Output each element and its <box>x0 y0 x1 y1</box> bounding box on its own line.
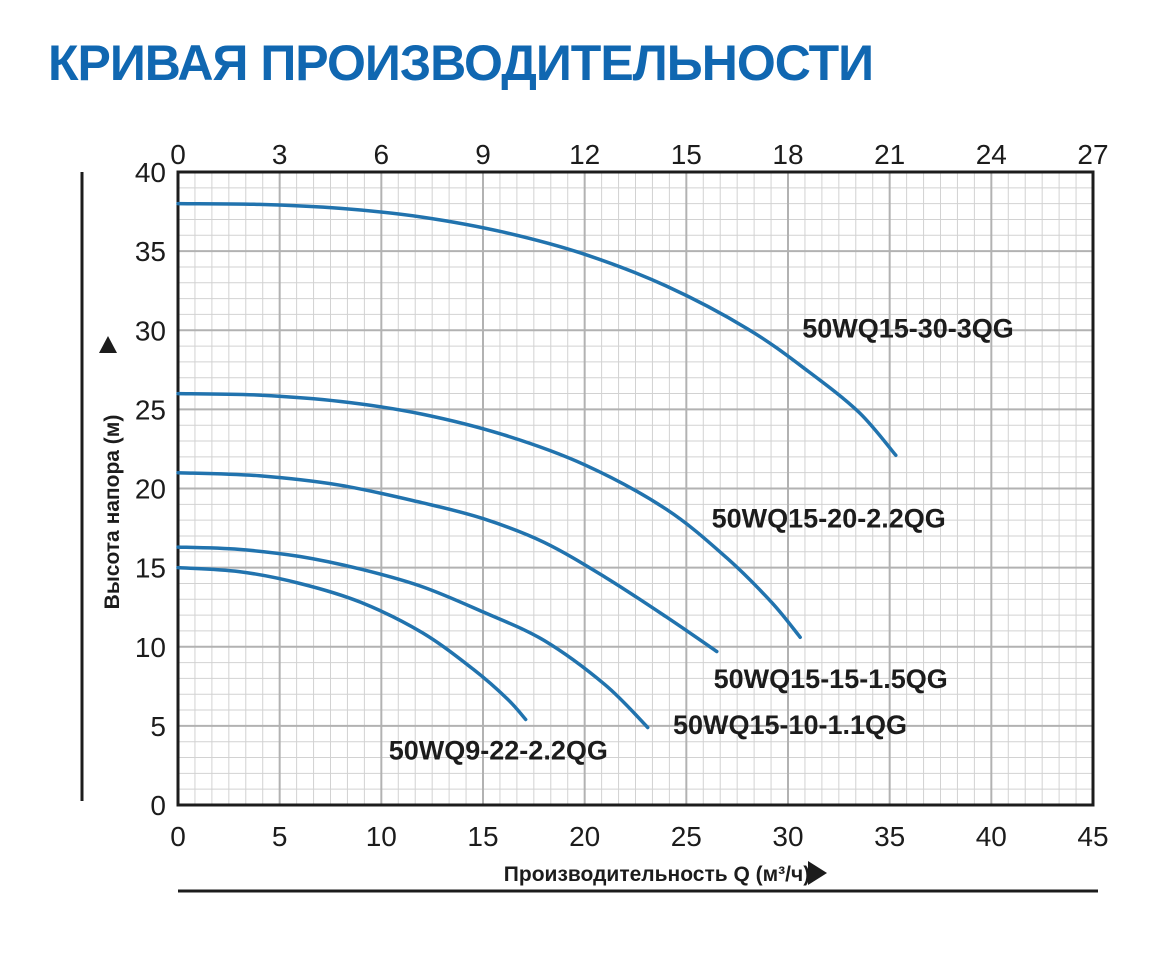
x-axis-bottom-ticks: 0 5 10 15 20 25 30 35 40 45 <box>170 821 1108 852</box>
x-axis-top-tick-label: 24 <box>976 139 1007 170</box>
pump-curve <box>176 201 898 458</box>
x-axis-top-tick-label: 3 <box>272 139 288 170</box>
page-title: КРИВАЯ ПРОИЗВОДИТЕЛЬНОСТИ <box>48 35 874 91</box>
y-axis-tick-label: 20 <box>135 474 166 505</box>
y-axis-title: Высота напора (м) <box>101 415 124 610</box>
x-axis-bottom-tick-label: 40 <box>976 821 1007 852</box>
y-axis-tick-label: 15 <box>135 553 166 584</box>
chart-grid <box>178 172 1093 805</box>
x-axis-bottom-tick-label: 5 <box>272 821 288 852</box>
x-axis-top-tick-label: 27 <box>1077 139 1108 170</box>
y-axis-tick-label: 10 <box>135 632 166 663</box>
x-axis-bottom-tick-label: 0 <box>170 821 186 852</box>
x-axis-arrow-right-icon <box>808 861 827 885</box>
pump-curve <box>176 545 650 730</box>
x-axis-top-ticks: 0 3 6 9 12 15 18 21 24 27 <box>170 139 1108 170</box>
series-label: 50WQ15-20-2.2QG <box>712 504 946 534</box>
x-axis-bottom-tick-label: 30 <box>772 821 803 852</box>
y-axis-tick-label: 0 <box>150 790 166 821</box>
x-axis-bottom-tick-label: 25 <box>671 821 702 852</box>
y-axis-arrow-up-icon <box>99 336 117 353</box>
x-axis-bottom-tick-label: 10 <box>366 821 397 852</box>
pump-curve <box>176 391 802 640</box>
pump-curve <box>176 565 528 722</box>
x-axis-top-tick-label: 15 <box>671 139 702 170</box>
x-axis-top-tick-label: 12 <box>569 139 600 170</box>
y-axis-tick-label: 5 <box>150 711 166 742</box>
y-axis-ticks: 40 35 30 25 20 15 10 5 0 <box>135 157 166 821</box>
series-label: 50WQ9-22-2.2QG <box>389 735 608 765</box>
y-axis-tick-label: 25 <box>135 394 166 425</box>
x-axis-top-tick-label: 18 <box>772 139 803 170</box>
x-axis-top-tick-label: 0 <box>170 139 186 170</box>
curve-labels: 50WQ15-30-3QG 50WQ15-20-2.2QG 50WQ15-15-1.… <box>389 314 1014 766</box>
x-axis-top-tick-label: 9 <box>475 139 491 170</box>
series-label: 50WQ15-10-1.1QG <box>673 710 907 740</box>
x-axis-bottom-tick-label: 15 <box>467 821 498 852</box>
y-axis-tick-label: 35 <box>135 236 166 267</box>
pump-curve <box>176 470 719 654</box>
pump-curves <box>176 201 898 730</box>
plot-border <box>176 170 1095 807</box>
y-axis-tick-label: 40 <box>135 157 166 188</box>
x-axis-bottom-tick-label: 35 <box>874 821 905 852</box>
y-axis-tick-label: 30 <box>135 315 166 346</box>
x-axis-title: Производительность Q (м³/ч) <box>504 863 810 886</box>
x-axis-top-tick-label: 6 <box>374 139 390 170</box>
x-axis-top-tick-label: 21 <box>874 139 905 170</box>
x-axis-bottom-tick-label: 45 <box>1077 821 1108 852</box>
x-axis-bottom-tick-label: 20 <box>569 821 600 852</box>
series-label: 50WQ15-15-1.5QG <box>714 664 948 694</box>
series-label: 50WQ15-30-3QG <box>802 314 1014 344</box>
